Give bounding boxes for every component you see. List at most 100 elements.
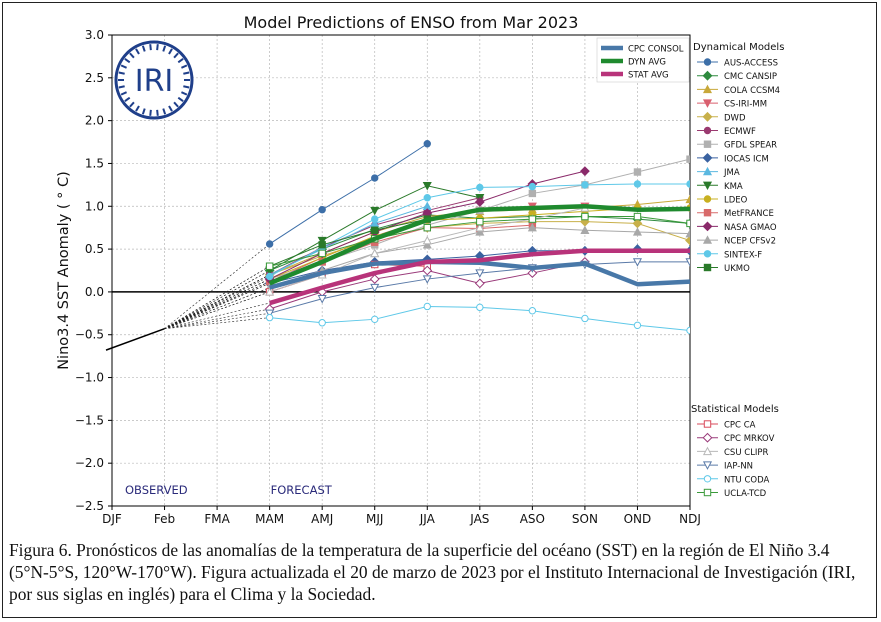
point-iap-nn (422, 275, 432, 284)
connector-aus-access (164, 243, 270, 329)
series-kma (265, 182, 485, 276)
x-tick-label: ASO (520, 512, 545, 526)
legend-averages: CPC CONSOL DYN AVG STAT AVG (596, 37, 690, 83)
legend-marker-cmc-cansip (702, 70, 713, 81)
x-tick-label: MAM (255, 512, 284, 526)
y-tick-label: −1.5 (75, 413, 104, 427)
legend-label-kma: KMA (724, 182, 743, 192)
point-ntu-coda (633, 321, 642, 330)
legend-marker-cpc-mrkov (702, 432, 713, 443)
y-tick-label: 1.0 (85, 199, 104, 213)
point-ncep-cfsv2 (527, 222, 537, 232)
point-ntu-coda (528, 307, 537, 315)
point-aus-access (423, 140, 431, 148)
point-ukmo (318, 241, 326, 249)
logo-ray (149, 44, 152, 51)
legend-dynamical-title: Dynamical Models (693, 42, 784, 53)
connector-metfrance (164, 281, 270, 330)
legend-label-ecmwf: ECMWF (724, 127, 756, 137)
series-aus-access (265, 140, 431, 248)
legend-dynamical: Dynamical Models AUS-ACCESS CMC CANSIP COLA… (693, 42, 784, 274)
logo-ray (173, 52, 179, 59)
observed-line (105, 328, 165, 351)
logo-ray (135, 48, 140, 55)
legend-label-ldeo: LDEO (724, 196, 748, 206)
logo-ray (120, 64, 128, 69)
legend-label-jma: JMA (723, 168, 740, 178)
point-sintex-f (476, 183, 484, 192)
x-tick-label: JAS (469, 512, 489, 526)
logo-ray (183, 71, 190, 75)
logo-ray (141, 45, 146, 52)
legend-label-ucla-tcd: UCLA-TCD (724, 489, 767, 499)
logo-ray (135, 105, 140, 112)
point-sintex-f (265, 272, 274, 281)
y-tick-label: −1.0 (75, 371, 104, 385)
point-sintex-f (633, 180, 642, 188)
line-ukmo (269, 218, 428, 267)
y-tick-label: 1.5 (85, 156, 104, 170)
logo-ray (124, 58, 131, 64)
point-ntu-coda (423, 302, 431, 311)
logo-ray (156, 109, 159, 116)
logo-ray (168, 105, 173, 112)
point-ntu-coda (476, 303, 484, 312)
legend-marker-iocas-icm (702, 152, 713, 163)
logo-inner (126, 52, 182, 108)
point-ucla-tcd (318, 249, 326, 258)
point-ucla-tcd (476, 217, 484, 226)
logo-ray (141, 108, 146, 115)
avg-line-dyn-avg (268, 204, 690, 286)
y-axis-label: Nino3.4 SST Anomaly ( ° C) (56, 171, 72, 370)
plot-area (164, 140, 690, 335)
point-nasa-gmao (580, 166, 590, 177)
logo-ray (118, 85, 125, 89)
logo-ray (124, 96, 131, 102)
logo-ray (180, 64, 188, 69)
logo-ray (180, 91, 188, 96)
legend-label-ukmo: UKMO (724, 264, 750, 274)
legend-label-cs-iri-mm: CS-IRI-MM (724, 100, 767, 110)
point-cpc-mrkov (527, 268, 538, 278)
point-ntu-coda (686, 326, 690, 335)
legend-label-cola-ccsm4: COLA CCSM4 (724, 86, 780, 96)
legend-marker-csu-clipr (702, 446, 713, 456)
legend-label-iocas-icm: IOCAS ICM (724, 154, 769, 164)
x-tick-label: Feb (154, 512, 175, 526)
series-sintex-f (265, 180, 690, 281)
legend-label-ncep-cfsv2: NCEP CFSv2 (724, 237, 776, 247)
connector-ucla-tcd (164, 265, 270, 329)
y-tick-label: 3.0 (85, 28, 104, 42)
logo-ray (129, 52, 135, 59)
point-ucla-tcd (423, 223, 431, 232)
logo-ray (156, 44, 159, 51)
point-cpc-mrkov (422, 265, 433, 276)
point-iap-nn (265, 309, 275, 319)
legend-marker-jma (702, 166, 713, 176)
legend-label-cpc-consol: CPC CONSOL (628, 45, 684, 55)
legend-statistical: Statistical Models CPC CA CPC MRKOV CSU CLI… (691, 404, 779, 499)
legend-marker-nasa-gmao (702, 221, 713, 232)
point-ucla-tcd (581, 212, 589, 221)
logo-ray (177, 58, 184, 64)
x-tick-label: SON (572, 512, 598, 526)
legend-marker-ldeo (703, 195, 712, 203)
connector-cpc-consol (164, 287, 270, 330)
x-tick-label: FMA (204, 512, 230, 526)
point-ntu-coda (371, 315, 379, 324)
logo-ray (120, 91, 128, 96)
point-aus-access (318, 205, 326, 214)
logo-text: IRI (135, 64, 174, 99)
legend-label-cmc-cansip: CMC CANSIP (724, 72, 777, 82)
point-csu-clipr (265, 287, 275, 296)
point-kma (317, 236, 327, 246)
point-aus-access (265, 240, 274, 248)
plot-frame (111, 34, 691, 507)
legend-label-dwd: DWD (724, 113, 746, 123)
x-tick-label: OND (624, 512, 652, 526)
legend-marker-iap-nn (702, 461, 713, 470)
avg-line-cpc-consol (269, 259, 690, 290)
logo-ray (177, 96, 184, 102)
x-tick-label: MJJ (366, 512, 383, 526)
